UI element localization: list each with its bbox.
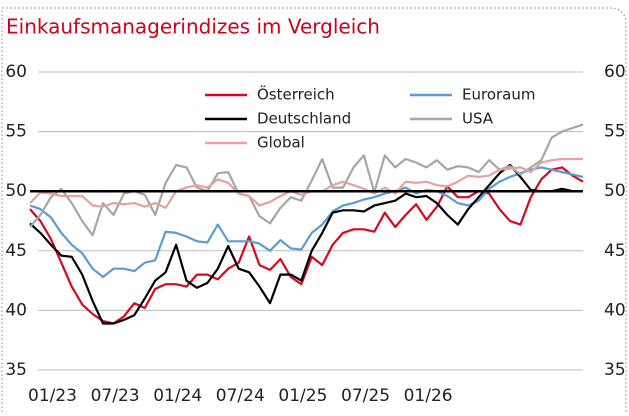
series-line (29, 157, 583, 209)
legend-bg (202, 133, 362, 153)
legend-label: Global (257, 134, 305, 152)
y2-tick-label: 55 (604, 122, 626, 142)
x-tick-label: 01/24 (153, 386, 202, 406)
x-tick-label: 07/25 (341, 386, 390, 406)
legend-label: USA (462, 110, 494, 128)
legend-bg (407, 85, 537, 105)
y-tick-label: 40 (5, 300, 27, 320)
legend-bg (202, 85, 362, 105)
x-tick-label: 07/23 (91, 386, 140, 406)
chart-title: Einkaufsmanagerindizes im Vergleich (6, 15, 380, 39)
y-tick-label: 60 (5, 62, 27, 82)
x-tick-label: 01/25 (278, 386, 327, 406)
y-tick-label: 45 (5, 241, 27, 261)
series-line (29, 163, 583, 325)
x-tick-label: 07/24 (216, 386, 265, 406)
legend-bg (407, 109, 537, 129)
legend-label: Österreich (257, 85, 335, 104)
legend-label: Euroraum (462, 86, 535, 104)
y-tick-label: 35 (5, 360, 27, 380)
y2-tick-label: 45 (604, 241, 626, 261)
legend-bg (202, 109, 362, 129)
y-tick-label: 55 (5, 122, 27, 142)
x-tick-label: 01/23 (28, 386, 77, 406)
series-line (29, 166, 584, 279)
y2-tick-label: 50 (604, 181, 626, 201)
series-line (29, 166, 584, 325)
y2-tick-label: 60 (604, 62, 626, 82)
x-tick-label: 01/26 (404, 386, 453, 406)
y-tick-label: 50 (5, 181, 27, 201)
y2-tick-label: 35 (604, 360, 626, 380)
card-border (1, 7, 627, 412)
y2-tick-label: 40 (604, 300, 626, 320)
legend-label: Deutschland (257, 110, 351, 128)
